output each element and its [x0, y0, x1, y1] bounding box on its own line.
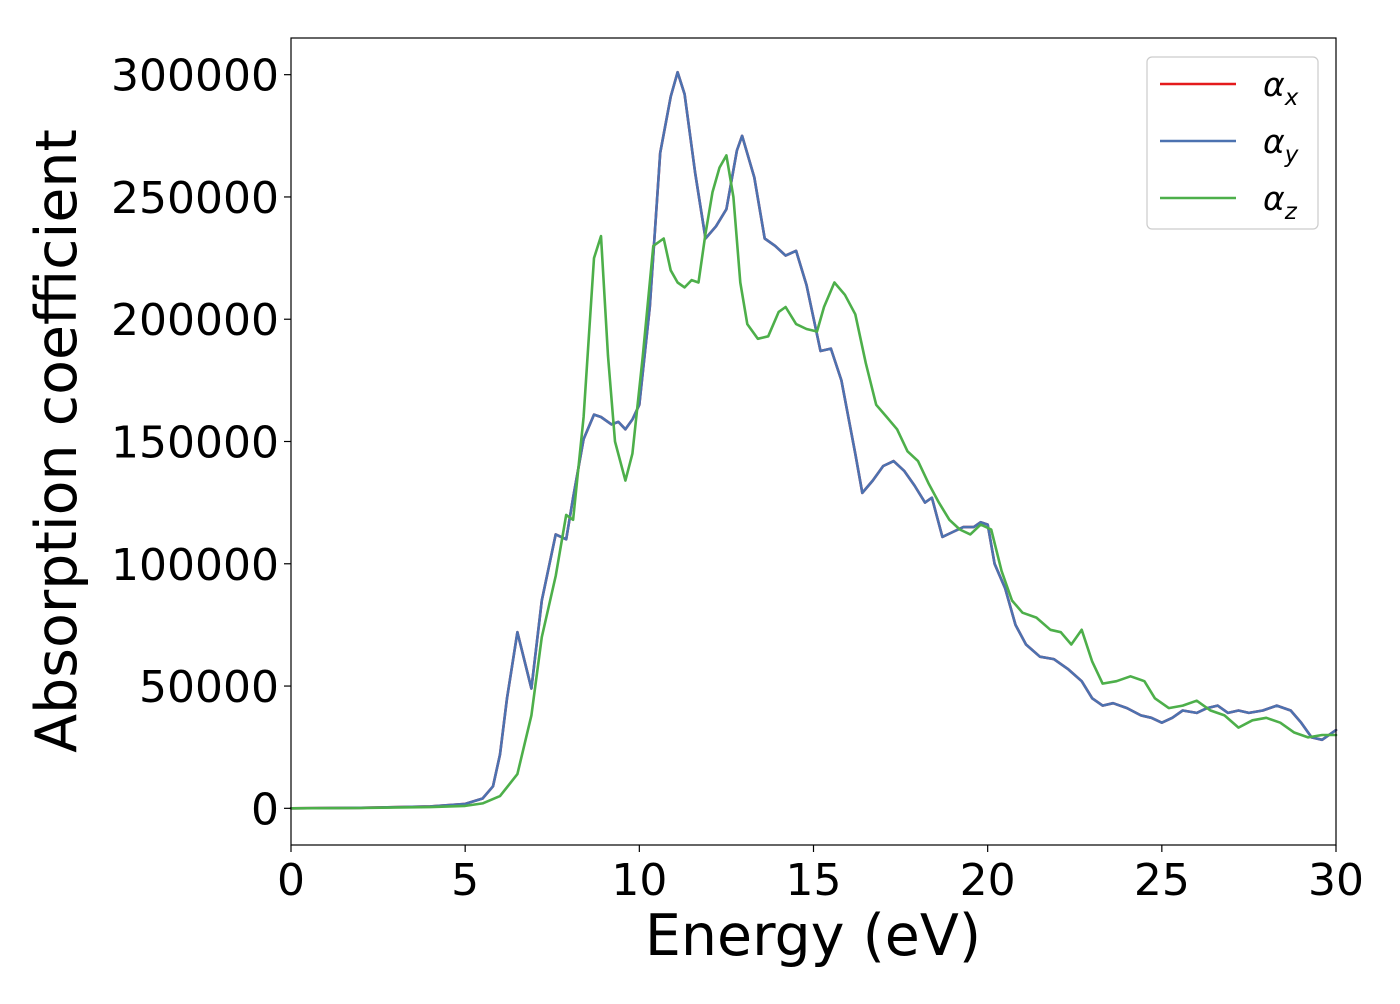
legend-symbol: α — [1263, 65, 1285, 104]
legend-subscript: y — [1284, 142, 1299, 168]
y-tick-label: 250000 — [111, 173, 279, 224]
legend-box — [1146, 56, 1319, 230]
legend-subscript: x — [1284, 85, 1299, 111]
x-tick-label: 0 — [277, 855, 305, 906]
x-tick-label: 25 — [1134, 855, 1190, 906]
legend-subscript: z — [1284, 199, 1298, 225]
series-line-y — [289, 70, 1338, 810]
y-tick-label: 0 — [251, 784, 279, 835]
y-tick-label: 300000 — [111, 51, 279, 102]
y-tick-label: 100000 — [111, 540, 279, 591]
x-tick-label: 20 — [960, 855, 1016, 906]
legend-symbol: α — [1263, 122, 1285, 161]
y-tick-label: 200000 — [111, 295, 279, 346]
y-tick-label: 50000 — [139, 662, 279, 713]
x-axis-label: Energy (eV) — [645, 903, 981, 969]
series-line-z — [289, 154, 1338, 810]
x-axis-ticks: 0 5 10 15 20 25 30 — [277, 845, 1364, 906]
x-tick-label: 15 — [786, 855, 842, 906]
y-axis-ticks: 0 50000 100000 150000 200000 250000 300000 — [111, 51, 291, 835]
x-tick-label: 10 — [611, 855, 667, 906]
x-tick-label: 5 — [451, 855, 479, 906]
series-layer — [289, 70, 1338, 810]
legend-label-z: αz — [1263, 179, 1298, 225]
legend-symbol: α — [1263, 179, 1285, 218]
x-tick-label: 30 — [1308, 855, 1364, 906]
y-tick-label: 150000 — [111, 418, 279, 469]
legend-label-x: αx — [1263, 65, 1299, 111]
y-axis-label: Absorption coefficient — [24, 129, 90, 753]
legend-label-y: αy — [1263, 122, 1299, 168]
